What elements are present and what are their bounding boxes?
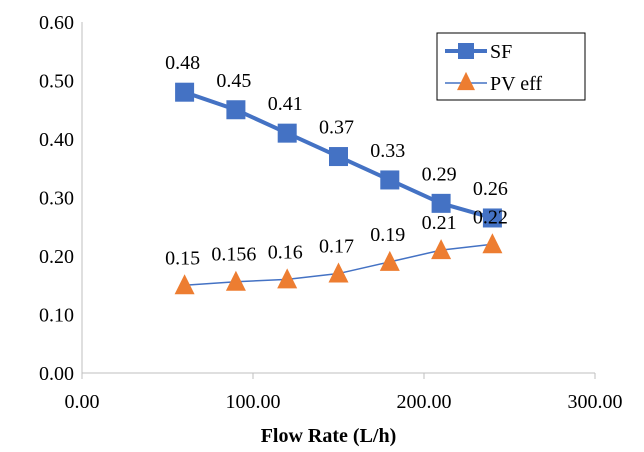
sf-point bbox=[175, 82, 195, 102]
pv-eff-data-label: 0.16 bbox=[268, 241, 303, 263]
legend-sf-marker bbox=[458, 43, 474, 59]
y-tick-label: 0.20 bbox=[39, 246, 74, 268]
sf-data-label: 0.37 bbox=[319, 117, 354, 139]
pv-eff-data-label: 0.22 bbox=[473, 206, 508, 228]
pv-eff-data-label: 0.156 bbox=[211, 244, 256, 266]
pv-eff-data-label: 0.17 bbox=[319, 236, 354, 258]
pv-eff-data-label: 0.19 bbox=[370, 224, 405, 246]
sf-data-label: 0.48 bbox=[165, 52, 200, 74]
pv-eff-data-label: 0.15 bbox=[165, 247, 200, 269]
legend-pv-eff-marker bbox=[457, 71, 475, 91]
x-axis-title: Flow Rate (L/h) bbox=[261, 425, 397, 447]
x-tick-label: 200.00 bbox=[397, 391, 452, 413]
pv-eff-point bbox=[277, 268, 298, 289]
sf-data-label: 0.26 bbox=[473, 178, 508, 200]
y-tick-label: 0.50 bbox=[39, 71, 74, 93]
y-tick-label: 0.30 bbox=[39, 188, 74, 210]
sf-point bbox=[277, 123, 297, 143]
sf-data-label: 0.33 bbox=[370, 140, 405, 162]
pv-eff-point bbox=[482, 233, 503, 254]
sf-data-label: 0.41 bbox=[268, 93, 303, 115]
x-tick-label: 300.00 bbox=[568, 391, 623, 413]
y-tick-label: 0.60 bbox=[39, 12, 74, 34]
legend-sf-label: SF bbox=[490, 41, 512, 63]
sf-data-label: 0.45 bbox=[216, 70, 251, 92]
y-tick-label: 0.00 bbox=[39, 363, 74, 385]
pv-eff-point bbox=[225, 270, 246, 291]
pv-eff-point bbox=[431, 239, 452, 260]
x-tick-label: 100.00 bbox=[226, 391, 281, 413]
sf-point bbox=[329, 147, 348, 167]
sf-point bbox=[380, 170, 400, 190]
x-tick-label: 0.00 bbox=[65, 391, 100, 413]
pv-eff-point bbox=[174, 274, 195, 295]
pv-eff-data-label: 0.21 bbox=[422, 212, 457, 234]
pv-eff-point bbox=[379, 250, 400, 271]
sf-point bbox=[431, 193, 451, 213]
sf-point bbox=[482, 208, 502, 228]
sf-point bbox=[226, 100, 246, 120]
pv-eff-point bbox=[328, 262, 349, 283]
y-tick-label: 0.40 bbox=[39, 129, 74, 151]
legend-pv-eff-label: PV eff bbox=[490, 73, 542, 95]
y-tick-label: 0.10 bbox=[39, 305, 74, 327]
sf-data-label: 0.29 bbox=[422, 163, 457, 185]
